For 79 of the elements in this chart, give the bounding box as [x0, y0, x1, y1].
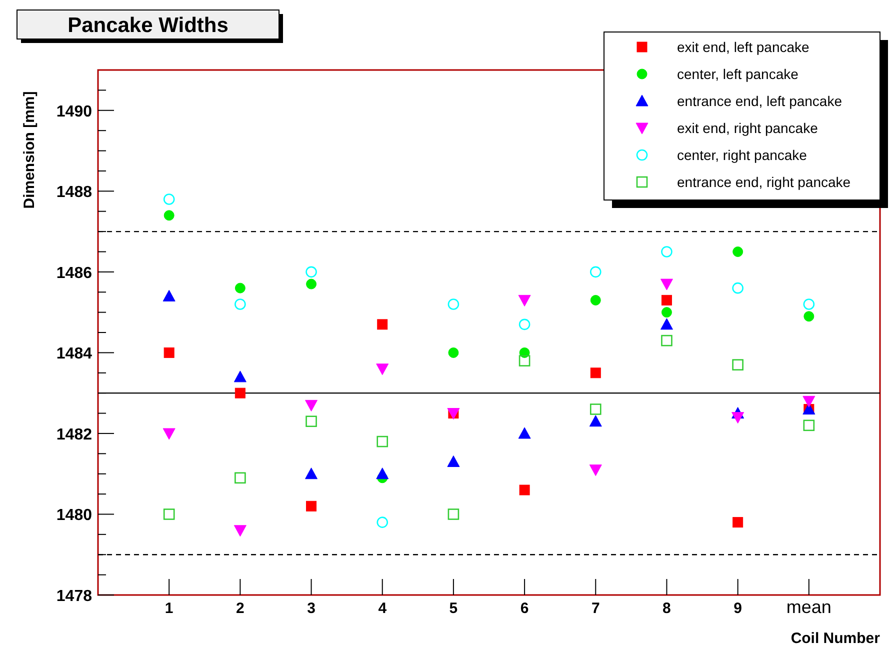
point: [590, 294, 601, 306]
point: [803, 298, 815, 310]
point: [376, 468, 389, 480]
point: [306, 278, 317, 290]
point: [661, 294, 672, 306]
point: [518, 294, 531, 306]
point: [732, 246, 744, 257]
x-tick-label: 3: [307, 600, 316, 617]
point: [447, 455, 460, 467]
point: [234, 388, 246, 398]
x-tick-label: 6: [520, 600, 529, 617]
x-tick-label: 9: [734, 600, 742, 617]
legend-label: center, left pancake: [677, 66, 799, 82]
y-tick-label: 1484: [56, 346, 92, 363]
point: [519, 484, 530, 496]
point: [377, 319, 388, 330]
point: [162, 428, 176, 440]
point: [163, 194, 175, 205]
point: [234, 370, 246, 382]
point: [306, 416, 317, 427]
point: [802, 396, 816, 408]
point: [448, 508, 460, 520]
x-tick-label: 5: [449, 600, 458, 617]
point: [732, 359, 744, 370]
point: [804, 311, 814, 322]
point: [661, 246, 672, 258]
y-tick-label: 1478: [56, 588, 92, 605]
point: [305, 468, 318, 480]
y-tick-label: 1486: [56, 264, 92, 282]
point: [661, 334, 672, 346]
point: [803, 420, 815, 432]
point: [164, 210, 174, 221]
legend-label: exit end, right pancake: [677, 120, 818, 136]
point: [234, 282, 246, 294]
point: [589, 415, 602, 427]
point: [660, 318, 673, 330]
legend-label: entrance end, right pancake: [677, 174, 851, 190]
point: [306, 266, 317, 278]
point: [234, 525, 246, 537]
point: [589, 464, 602, 476]
x-tick-label: 2: [236, 600, 244, 617]
x-tick-label: mean: [786, 597, 832, 617]
y-tick-label: 1490: [56, 103, 92, 120]
legend-label: entrance end, left pancake: [677, 93, 842, 109]
point: [448, 347, 459, 358]
point: [518, 427, 531, 439]
point: [306, 500, 317, 512]
point: [234, 298, 246, 310]
point: [660, 278, 673, 290]
x-tick-label: 7: [591, 600, 600, 617]
point: [661, 307, 672, 318]
point: [376, 364, 389, 376]
point: [162, 290, 176, 302]
point: [305, 400, 318, 412]
point: [164, 347, 174, 358]
point: [732, 412, 744, 424]
point: [518, 318, 530, 330]
point: [732, 517, 744, 528]
x-axis-title: Coil Number: [790, 630, 880, 647]
point: [590, 368, 601, 378]
x-tick-label: 1: [164, 600, 174, 617]
point: [732, 282, 744, 294]
point: [234, 472, 246, 484]
point: [518, 355, 530, 366]
point: [590, 266, 602, 278]
y-axis-title: Dimension [mm]: [21, 91, 38, 209]
y-tick-label: 1482: [56, 426, 92, 444]
x-tick-label: 4: [378, 600, 388, 617]
y-tick-label: 1488: [56, 184, 92, 202]
y-tick-label: 1480: [56, 507, 92, 524]
chart-title: Pancake Widths: [68, 14, 228, 37]
point: [376, 436, 388, 448]
point: [590, 404, 602, 415]
x-tick-label: 8: [662, 600, 671, 617]
point: [448, 298, 460, 310]
point: [163, 508, 175, 520]
legend-label: center, right pancake: [677, 147, 808, 163]
point: [376, 516, 388, 528]
legend-label: exit end, left pancake: [677, 39, 810, 55]
